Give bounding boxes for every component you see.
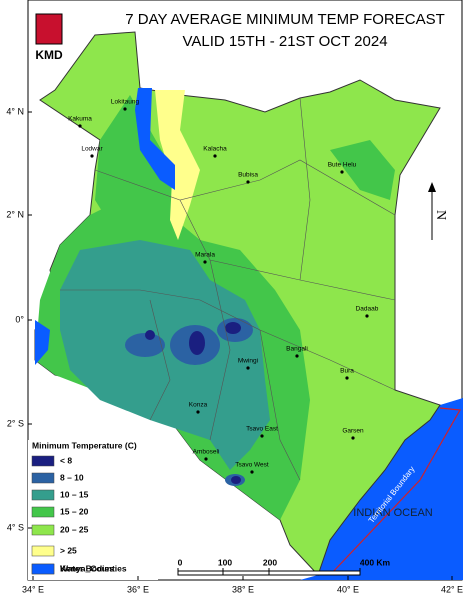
- lake-victoria: [35, 320, 50, 365]
- town-dot: [365, 314, 369, 318]
- scale-label: 100: [218, 557, 232, 567]
- legend-swatch: [31, 506, 55, 518]
- legend-label: < 8: [60, 455, 72, 465]
- town-dot: [90, 154, 94, 158]
- legend-swatch: [31, 545, 55, 557]
- lat-label: 2° N: [6, 209, 24, 219]
- title-line: VALID 15TH - 21ST OCT 2024: [182, 33, 387, 50]
- legend-title: Minimum Temperature (C): [32, 440, 137, 450]
- town-dot: [204, 457, 208, 461]
- zone-below-8: [145, 322, 241, 484]
- lake-turkana: [135, 88, 175, 190]
- town-label: Marala: [195, 252, 215, 259]
- lon-label: 38° E: [232, 584, 254, 594]
- town-label: Konza: [189, 402, 208, 409]
- legend-swatch: [31, 524, 55, 536]
- legend-swatch: [31, 489, 55, 501]
- legend-label: 15 – 20: [60, 506, 89, 516]
- town-dot: [123, 107, 127, 111]
- town-dot: [246, 180, 250, 184]
- scale-label: 200: [263, 557, 277, 567]
- legend-swatch: [31, 455, 55, 467]
- ocean: [300, 398, 463, 580]
- territorial-boundary: [329, 407, 461, 576]
- lat-label: 4° N: [6, 106, 24, 116]
- town-dot: [340, 170, 344, 174]
- legend-label: 8 – 10: [60, 472, 84, 482]
- lon-label: 36° E: [127, 584, 149, 594]
- lat-label: 2° S: [7, 418, 24, 428]
- north-label: N: [433, 210, 448, 220]
- town-label: Tsavo West: [235, 462, 269, 469]
- title-line: 7 DAY AVERAGE MINIMUM TEMP FORECAST: [125, 11, 445, 28]
- lat-label: 4° S: [7, 522, 24, 532]
- lon-label: 34° E: [22, 584, 44, 594]
- town-dot: [203, 260, 207, 264]
- lat-label: 0°: [15, 314, 24, 324]
- north-arrow-head: [428, 182, 436, 192]
- legend-label: > 25: [60, 545, 77, 555]
- town-label: Mwingi: [238, 358, 258, 365]
- legend-swatch: [31, 563, 55, 575]
- lon-label: 42° E: [441, 584, 463, 594]
- town-label: Tsavo East: [246, 426, 278, 433]
- town-dot: [196, 410, 200, 414]
- town-dot: [345, 376, 349, 380]
- legend-label: Kenya_Counties: [60, 563, 127, 573]
- lon-label: 40° E: [337, 584, 359, 594]
- town-label: Dadaab: [356, 306, 379, 313]
- legend-label: 10 – 15: [60, 489, 89, 499]
- zone-above-25: [155, 90, 200, 240]
- legend-swatch: [31, 472, 55, 484]
- town-dot: [246, 366, 250, 370]
- town-dot: [213, 154, 217, 158]
- ocean-label: INDIAN OCEAN: [353, 507, 433, 519]
- town-dot: [295, 354, 299, 358]
- town-label: Bute Helu: [328, 162, 357, 169]
- town-dot: [78, 124, 82, 128]
- county-lines: [60, 97, 396, 481]
- legend-label: 20 – 25: [60, 524, 89, 534]
- scale-label: 0: [178, 557, 183, 567]
- town-label: Garsen: [342, 428, 364, 435]
- legend-label: Water Bodies: [60, 563, 114, 573]
- town-label: Lodwar: [81, 146, 103, 153]
- zone-10-15: [60, 240, 270, 470]
- town-dot: [351, 436, 355, 440]
- scale-label: 400 Km: [360, 557, 391, 567]
- town-label: Kalacha: [203, 146, 227, 153]
- town-label: Kakuma: [68, 116, 92, 123]
- town-dot: [250, 470, 254, 474]
- town-label: Lokitaung: [111, 99, 140, 106]
- logo: [35, 13, 63, 45]
- town-label: Bubisa: [238, 172, 258, 179]
- town-label: Amboseli: [193, 449, 220, 456]
- town-label: Bangali: [286, 346, 308, 353]
- town-label: Bura: [340, 368, 354, 375]
- logo-text: KMD: [35, 48, 63, 62]
- town-dot: [260, 434, 264, 438]
